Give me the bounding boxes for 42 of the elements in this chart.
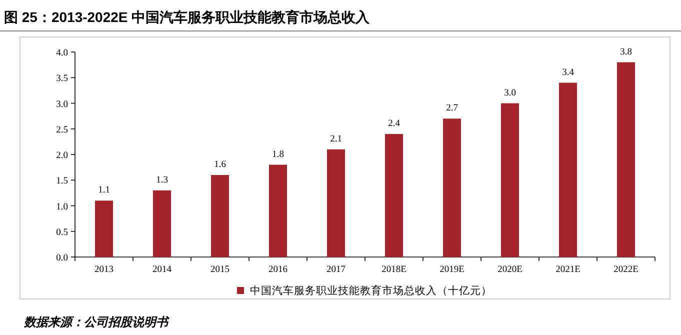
data-label: 1.3 xyxy=(156,175,168,186)
data-label: 2.4 xyxy=(388,119,400,129)
x-tick-label: 2014 xyxy=(152,265,172,275)
bar xyxy=(269,164,287,257)
y-tick-label: 2.5 xyxy=(56,125,68,136)
data-label: 3.4 xyxy=(562,68,574,78)
bar xyxy=(617,62,635,257)
y-tick-label: 1.5 xyxy=(56,176,68,187)
y-tick-label: 1.0 xyxy=(56,202,68,212)
bar xyxy=(211,175,229,257)
y-tick-label: 3.0 xyxy=(56,100,68,110)
data-label: 2.7 xyxy=(446,104,458,114)
x-tick-label: 2015 xyxy=(210,265,230,275)
x-tick-label: 2021E xyxy=(556,265,581,275)
y-tick-label: 4.0 xyxy=(56,48,68,58)
chart-title: 图 25：2013-2022E 中国汽车服务职业技能教育市场总收入 xyxy=(4,9,371,25)
x-tick-label: 2013 xyxy=(94,265,114,275)
x-tick-label: 2019E xyxy=(440,265,465,275)
x-tick-label: 2017 xyxy=(326,265,346,275)
y-tick-label: 0.0 xyxy=(56,254,68,264)
y-tick-label: 0.5 xyxy=(56,228,68,238)
source-note: 数据来源：公司招股说明书 xyxy=(23,315,170,329)
data-label: 1.1 xyxy=(98,186,110,196)
bar xyxy=(385,134,403,257)
data-label: 1.6 xyxy=(214,160,226,170)
data-label: 3.0 xyxy=(504,88,516,98)
data-label: 3.8 xyxy=(620,47,632,58)
y-tick-label: 2.0 xyxy=(56,151,68,161)
bar xyxy=(327,149,345,257)
y-tick-label: 3.5 xyxy=(56,74,68,84)
bar xyxy=(559,82,577,257)
data-label: 2.1 xyxy=(330,134,342,144)
x-tick-label: 2018E xyxy=(382,265,407,275)
bar xyxy=(95,200,113,257)
bar xyxy=(443,118,461,257)
data-label: 1.8 xyxy=(272,150,284,160)
x-tick-label: 2022E xyxy=(614,265,639,275)
bar xyxy=(153,190,171,257)
legend-label: 中国汽车服务职业技能教育市场总收入（十亿元） xyxy=(250,284,492,297)
x-tick-label: 2016 xyxy=(268,265,288,275)
x-tick-label: 2020E xyxy=(498,265,523,275)
bar xyxy=(501,103,519,257)
